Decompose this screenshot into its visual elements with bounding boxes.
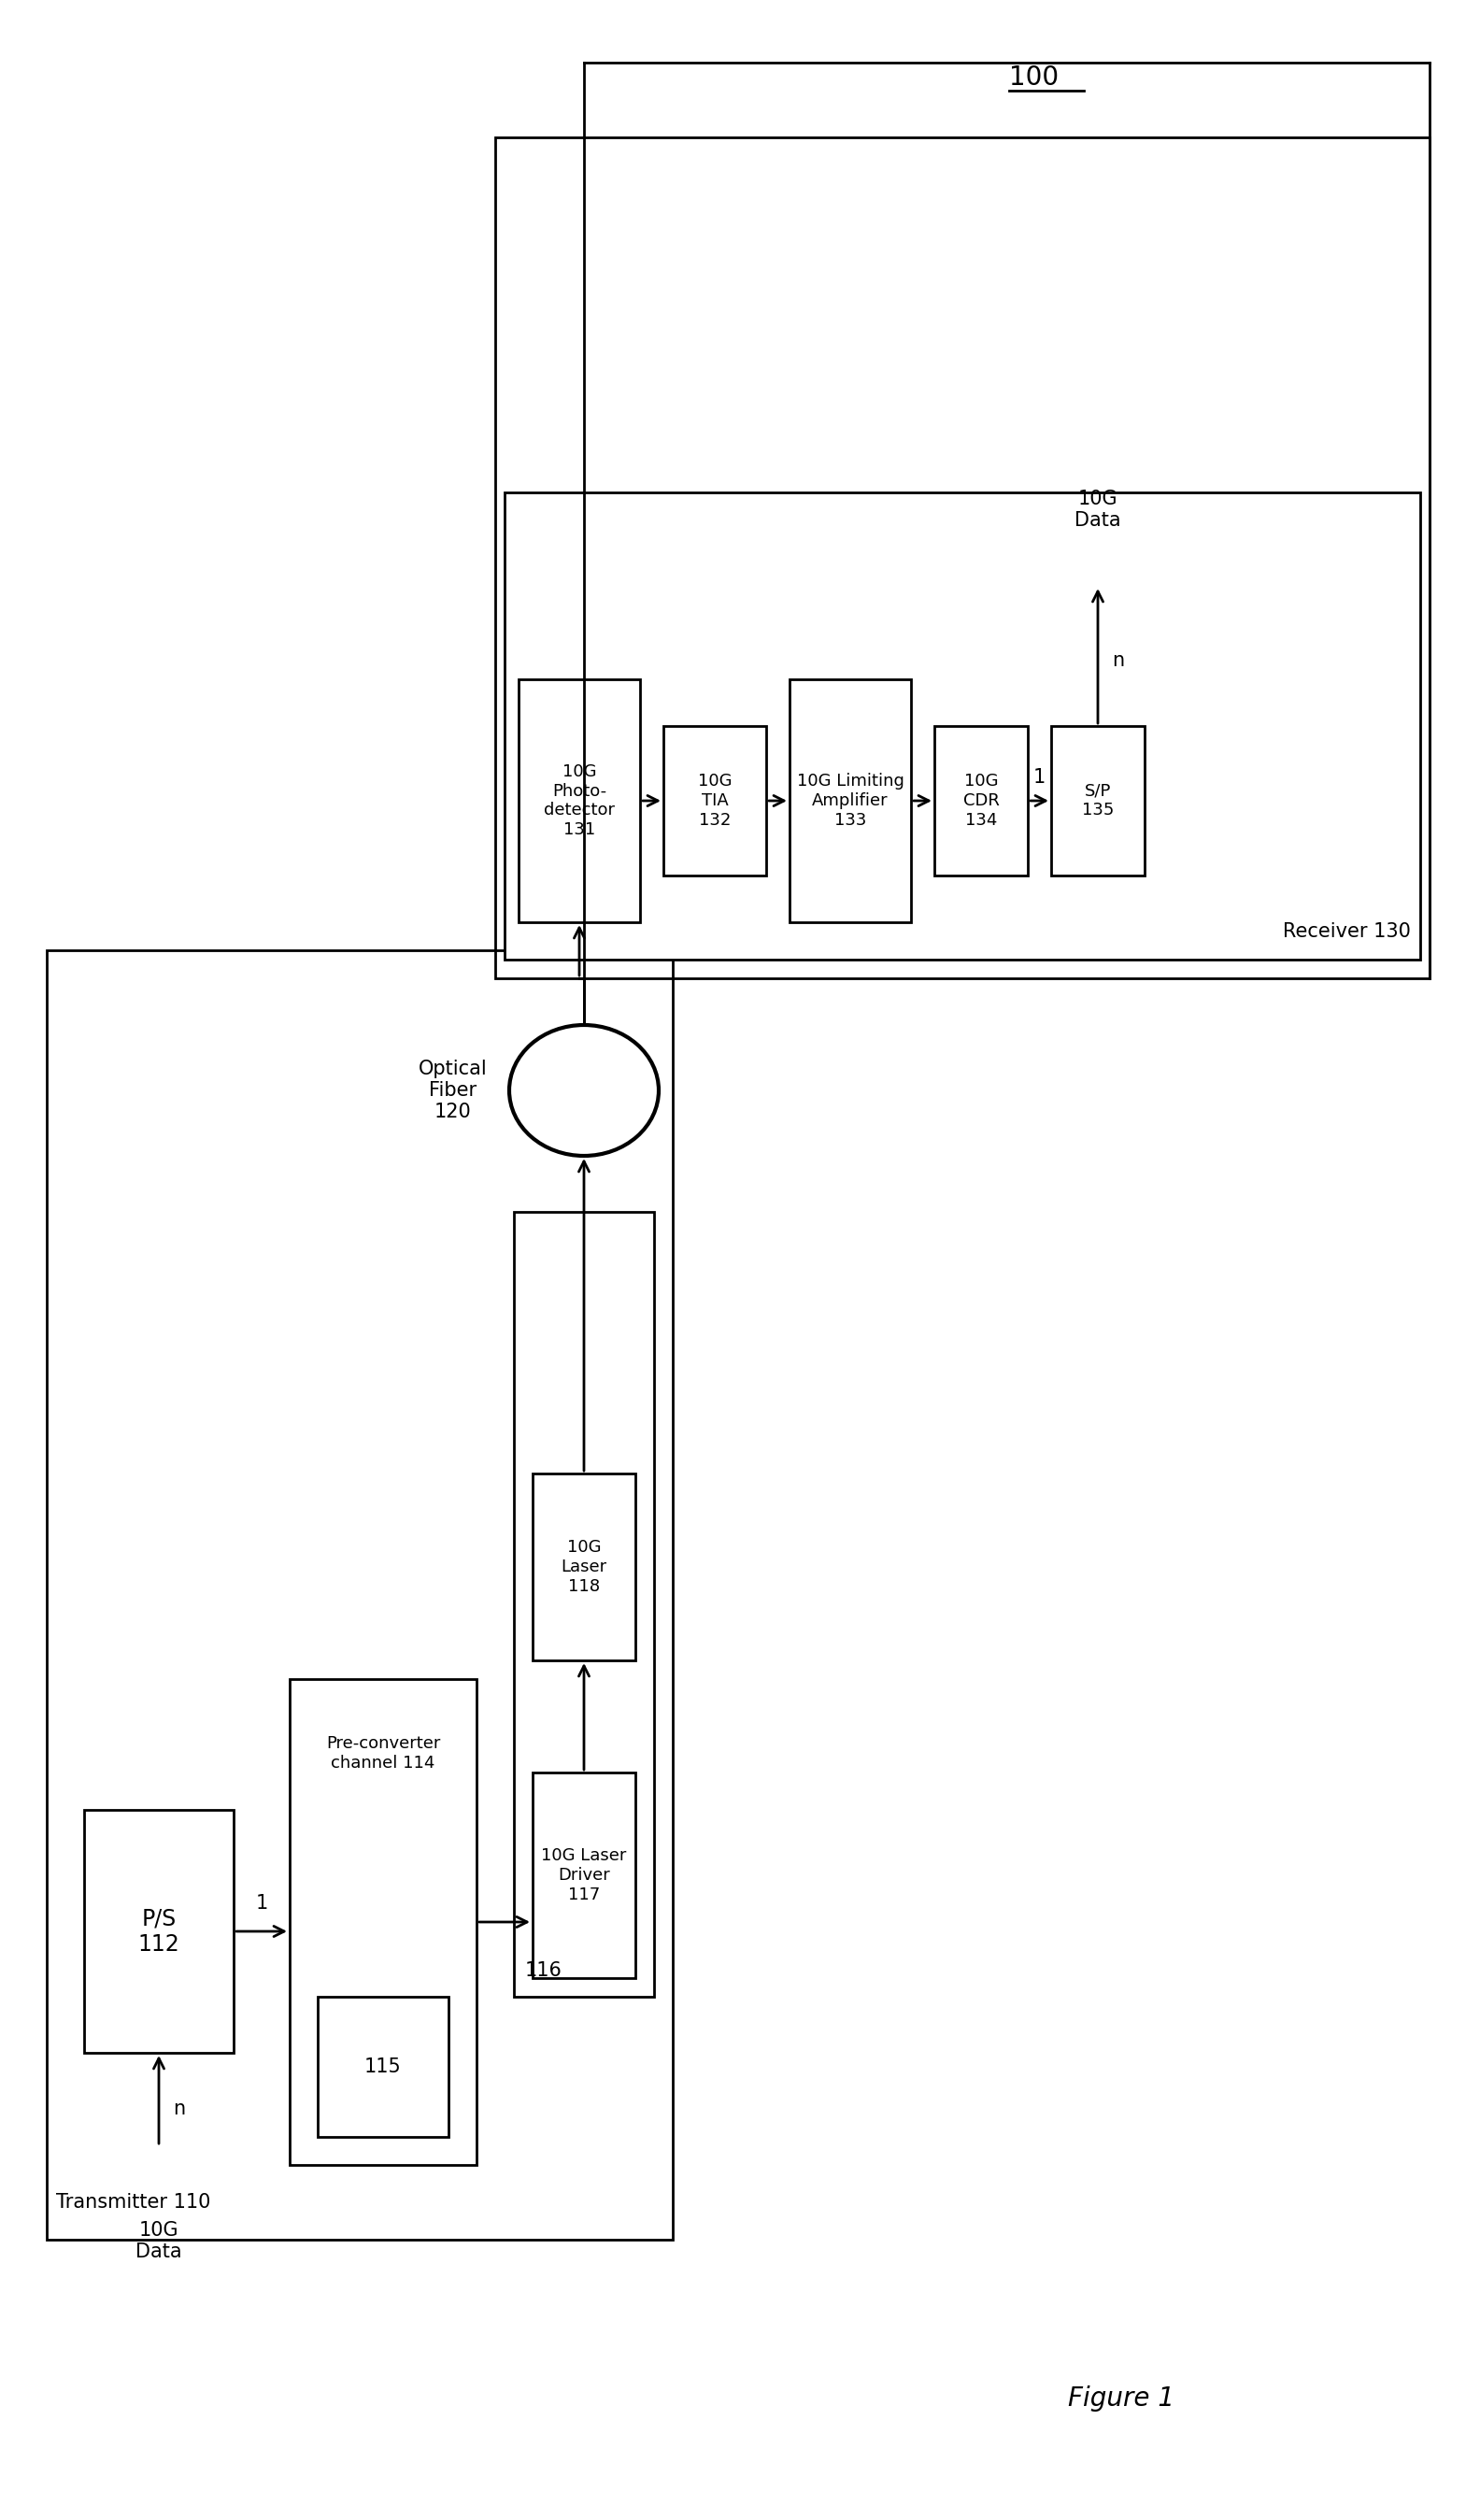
Text: 10G
CDR
134: 10G CDR 134: [963, 774, 999, 829]
Text: Pre-converter
channel 114: Pre-converter channel 114: [326, 1736, 440, 1772]
Text: 10G
Laser
118: 10G Laser 118: [561, 1540, 607, 1595]
Text: 10G Laser
Driver
117: 10G Laser Driver 117: [542, 1847, 626, 1903]
Bar: [533, 1772, 635, 1978]
Bar: [318, 1996, 448, 2137]
Text: n: n: [173, 2099, 185, 2119]
Text: 100: 100: [1009, 66, 1058, 91]
Bar: [290, 1678, 477, 2165]
Text: 10G Limiting
Amplifier
133: 10G Limiting Amplifier 133: [796, 774, 904, 829]
Bar: [514, 1212, 654, 1996]
Text: 10G
Data: 10G Data: [136, 2220, 182, 2260]
Bar: [934, 726, 1027, 874]
Text: 10G
Photo-
detector
131: 10G Photo- detector 131: [543, 764, 614, 839]
Bar: [47, 950, 673, 2240]
Text: Transmitter 110: Transmitter 110: [56, 2192, 210, 2213]
Text: 115: 115: [364, 2056, 401, 2076]
Bar: [505, 491, 1421, 960]
Text: Receiver 130: Receiver 130: [1283, 922, 1410, 940]
Text: 1: 1: [256, 1895, 268, 1913]
Text: P/S
112: P/S 112: [138, 1908, 179, 1956]
Ellipse shape: [509, 1026, 659, 1157]
Text: Figure 1: Figure 1: [1069, 2386, 1175, 2412]
Bar: [518, 680, 639, 922]
Bar: [789, 680, 912, 922]
Text: 10G
TIA
132: 10G TIA 132: [697, 774, 731, 829]
Text: 10G
Data: 10G Data: [1074, 489, 1120, 529]
Bar: [663, 726, 767, 874]
Text: 1: 1: [1033, 769, 1046, 786]
Bar: [1051, 726, 1144, 874]
Text: n: n: [1111, 650, 1125, 670]
Text: 116: 116: [525, 1961, 562, 1981]
Bar: [496, 139, 1430, 978]
Bar: [533, 1474, 635, 1661]
Text: S/P
135: S/P 135: [1082, 784, 1114, 819]
Bar: [84, 1809, 234, 2054]
Text: Optical
Fiber
120: Optical Fiber 120: [419, 1058, 487, 1121]
